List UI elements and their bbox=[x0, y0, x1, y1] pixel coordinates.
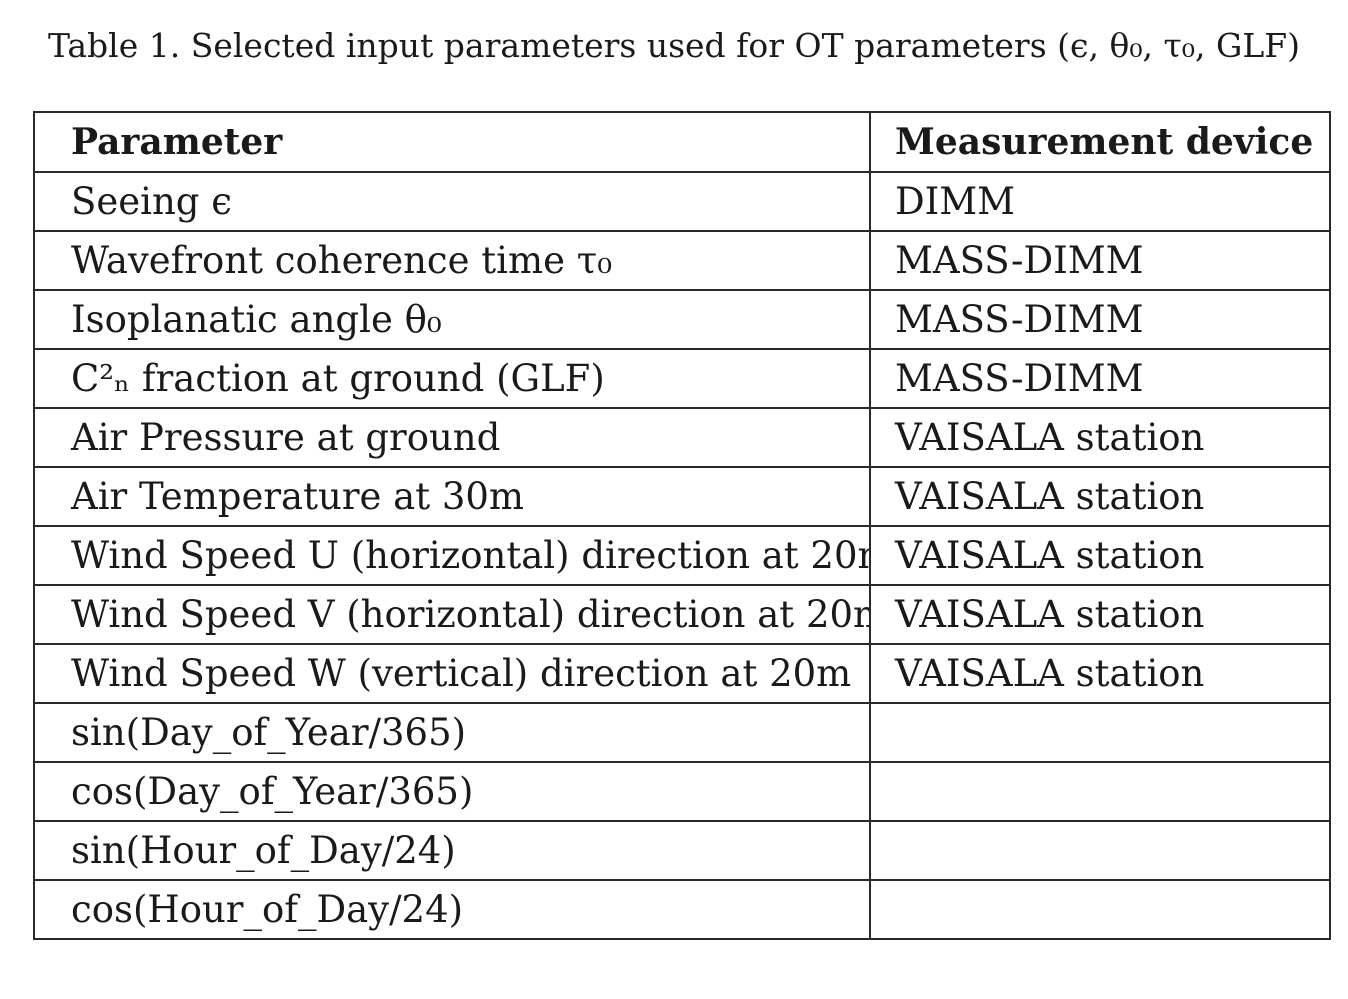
parameter-cell: Wavefront coherence time τ₀ bbox=[33, 230, 871, 291]
parameter-cell: Air Temperature at 30m bbox=[33, 466, 871, 527]
table-row: cos(Hour_of_Day/24) bbox=[33, 879, 1331, 940]
device-cell bbox=[869, 820, 1331, 881]
device-cell bbox=[869, 761, 1331, 822]
device-cell: VAISALA station bbox=[869, 525, 1331, 586]
device-cell bbox=[869, 879, 1331, 940]
parameter-cell: Air Pressure at ground bbox=[33, 407, 871, 468]
parameter-cell: Wind Speed W (vertical) direction at 20m bbox=[33, 643, 871, 704]
parameter-cell: C²ₙ fraction at ground (GLF) bbox=[33, 348, 871, 409]
device-cell: VAISALA station bbox=[869, 466, 1331, 527]
parameter-cell: cos(Hour_of_Day/24) bbox=[33, 879, 871, 940]
table-caption: Table 1. Selected input parameters used … bbox=[47, 26, 1301, 65]
device-cell: VAISALA station bbox=[869, 643, 1331, 704]
parameter-cell: Seeing ϵ bbox=[33, 171, 871, 232]
table-row: Air Temperature at 30m VAISALA station bbox=[33, 466, 1331, 527]
parameter-cell: Wind Speed V (horizontal) direction at 2… bbox=[33, 584, 871, 645]
table-row: Wind Speed V (horizontal) direction at 2… bbox=[33, 584, 1331, 645]
parameter-cell: Wind Speed U (horizontal) direction at 2… bbox=[33, 525, 871, 586]
table-header-row: Parameter Measurement device bbox=[33, 111, 1331, 173]
table-row: Wind Speed U (horizontal) direction at 2… bbox=[33, 525, 1331, 586]
header-measurement-device: Measurement device bbox=[869, 111, 1331, 173]
device-cell bbox=[869, 702, 1331, 763]
device-cell: VAISALA station bbox=[869, 584, 1331, 645]
table-row: Wind Speed W (vertical) direction at 20m… bbox=[33, 643, 1331, 704]
table-row: cos(Day_of_Year/365) bbox=[33, 761, 1331, 822]
parameter-cell: cos(Day_of_Year/365) bbox=[33, 761, 871, 822]
table-row: Isoplanatic angle θ₀ MASS-DIMM bbox=[33, 289, 1331, 350]
parameter-cell: sin(Day_of_Year/365) bbox=[33, 702, 871, 763]
parameter-cell: sin(Hour_of_Day/24) bbox=[33, 820, 871, 881]
device-cell: MASS-DIMM bbox=[869, 348, 1331, 409]
parameters-table: Parameter Measurement device Seeing ϵ DI… bbox=[33, 111, 1331, 940]
table-row: sin(Day_of_Year/365) bbox=[33, 702, 1331, 763]
device-cell: MASS-DIMM bbox=[869, 230, 1331, 291]
device-cell: VAISALA station bbox=[869, 407, 1331, 468]
table-row: C²ₙ fraction at ground (GLF) MASS-DIMM bbox=[33, 348, 1331, 409]
table-row: Wavefront coherence time τ₀ MASS-DIMM bbox=[33, 230, 1331, 291]
table-row: Air Pressure at ground VAISALA station bbox=[33, 407, 1331, 468]
parameter-cell: Isoplanatic angle θ₀ bbox=[33, 289, 871, 350]
device-cell: DIMM bbox=[869, 171, 1331, 232]
header-parameter: Parameter bbox=[33, 111, 871, 173]
table-row: sin(Hour_of_Day/24) bbox=[33, 820, 1331, 881]
device-cell: MASS-DIMM bbox=[869, 289, 1331, 350]
table-row: Seeing ϵ DIMM bbox=[33, 171, 1331, 232]
